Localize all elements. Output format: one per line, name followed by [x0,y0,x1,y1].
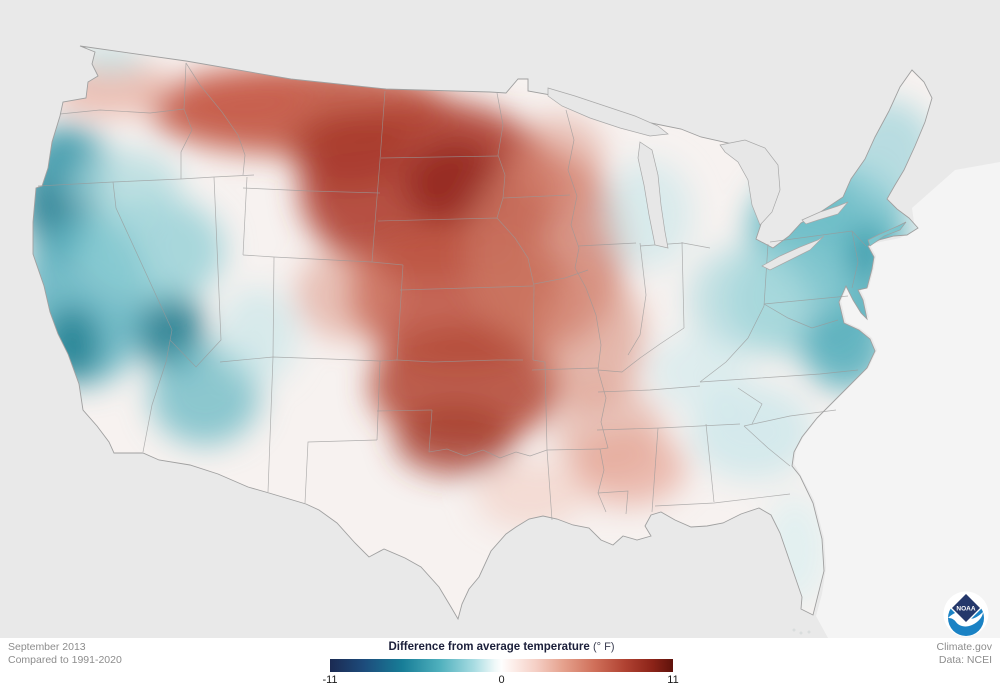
lake-erie [761,235,825,271]
us-anomaly-map [32,45,1000,638]
legend-tick-max: 11 [667,674,679,686]
state-borders [37,62,867,521]
lake-ontario [801,201,849,225]
lake-huron [719,139,781,226]
legend-unit: (° F) [593,641,615,653]
noaa-logo: NOAA [943,591,989,637]
caption-right: Climate.gov Data: NCEI [937,641,992,666]
legend-tick-mid: 0 [498,674,505,686]
great-lakes [547,87,849,271]
credit-data: Data: NCEI [938,653,992,666]
baseline-label: Compared to 1991-2020 [8,653,122,666]
footer: September 2013 Compared to 1991-2020 Dif… [0,638,1000,690]
caption-left: September 2013 Compared to 1991-2020 [8,641,122,666]
atlantic-ocean [794,162,1000,638]
credit-site: Climate.gov [936,641,992,653]
noaa-logo-text: NOAA [956,606,975,613]
period-label: September 2013 [8,641,86,653]
legend-title-text: Difference from average temperature [388,641,590,653]
legend-colorbar [330,659,673,672]
map-area: NOAA [0,0,1000,638]
long-island [867,221,907,247]
legend: Difference from average temperature (° F… [322,638,678,690]
florida-keys [792,628,811,635]
legend-title: Difference from average temperature (° F… [270,641,733,653]
lake-superior [547,87,669,137]
legend-tick-min: -11 [322,674,338,686]
lake-michigan [637,141,669,249]
